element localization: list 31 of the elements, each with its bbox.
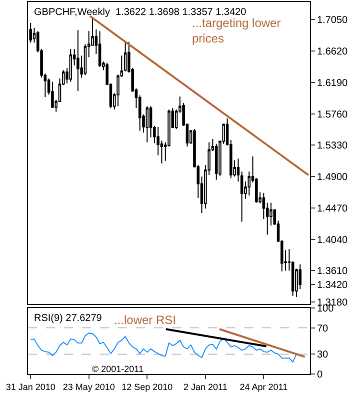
- y-tick-label: 1.5330: [317, 140, 348, 152]
- x-tick-label: 23 May 2010: [62, 382, 115, 392]
- candlestick: [214, 143, 218, 180]
- candlestick: [76, 30, 80, 92]
- candlestick: [98, 30, 102, 68]
- y-tick-label: 1.6190: [317, 78, 348, 89]
- y-tick-label: 1.4470: [317, 203, 348, 214]
- text: GBPCHF,Weekly 1.3622 1.3698 1.3357 1.3420: [34, 7, 247, 18]
- annotation: © 2001-2011: [92, 364, 144, 374]
- x-tick-label: 24 Apr 2011: [240, 382, 288, 392]
- y-tick-label: 1.7050: [317, 15, 348, 26]
- candlestick: [236, 158, 240, 182]
- candlestick: [51, 81, 54, 108]
- x-tick-label: 12 Sep 2010: [122, 382, 173, 392]
- text: RSI(9) 27.6279: [34, 313, 102, 324]
- y-tick-label: 1.4040: [317, 234, 348, 246]
- y-tick-label: 1.4900: [317, 172, 348, 184]
- x-tick-label: 2 Jan 2011: [183, 382, 228, 392]
- y-tick-label: 1.5760: [317, 109, 348, 120]
- candlestick: [146, 106, 149, 143]
- y-tick-label: 1.6620: [317, 46, 348, 58]
- annotation: ...lower RSI: [114, 313, 176, 327]
- annotation: ...targeting lower prices: [192, 16, 281, 46]
- y-tick-label: 1.3610: [317, 266, 348, 278]
- y-tick-label: 0: [317, 370, 323, 380]
- candlestick: [240, 171, 244, 222]
- y-tick-label: 30: [317, 350, 329, 361]
- x-tick-label: 31 Jan 2010: [6, 382, 56, 392]
- y-tick-label: 70: [317, 323, 329, 334]
- candlestick: [69, 48, 72, 82]
- y-tick-label: 1.3420: [317, 280, 348, 292]
